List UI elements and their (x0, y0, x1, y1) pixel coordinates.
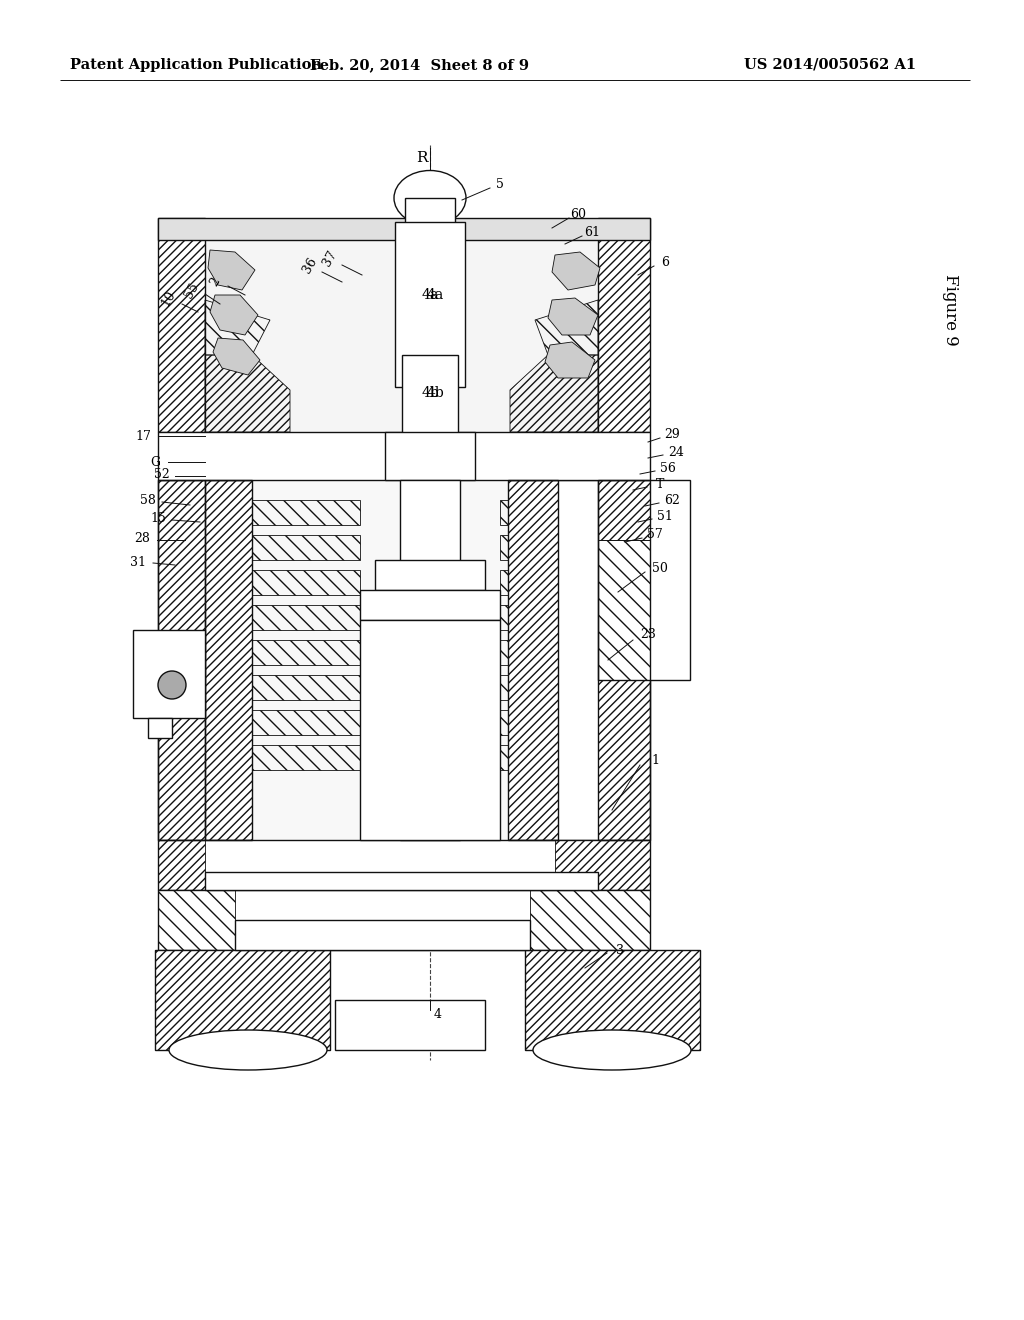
Text: 51: 51 (657, 510, 673, 523)
Text: 3: 3 (616, 944, 624, 957)
Ellipse shape (534, 1030, 691, 1071)
Text: Figure 9: Figure 9 (941, 275, 958, 346)
Polygon shape (213, 338, 260, 375)
Bar (375, 560, 485, 590)
Text: R: R (416, 150, 428, 165)
Bar (360, 620, 500, 840)
Bar (385, 432, 475, 480)
Text: 31: 31 (130, 556, 146, 569)
Bar (395, 222, 465, 387)
Polygon shape (552, 252, 600, 290)
Bar (400, 480, 460, 840)
Bar (158, 480, 205, 840)
Text: 4a: 4a (421, 288, 438, 302)
Bar (158, 840, 650, 890)
Bar (205, 873, 598, 890)
Text: 4b: 4b (421, 385, 439, 400)
Text: 60: 60 (570, 209, 586, 222)
Text: 10: 10 (159, 288, 177, 308)
Polygon shape (548, 298, 598, 335)
Text: 2: 2 (208, 276, 222, 289)
Text: 55: 55 (182, 280, 202, 300)
Text: 4b: 4b (426, 385, 443, 400)
Bar (335, 1001, 485, 1049)
Text: Patent Application Publication: Patent Application Publication (70, 58, 322, 73)
Ellipse shape (394, 170, 466, 226)
Bar (402, 355, 458, 436)
Text: 58: 58 (140, 494, 156, 507)
Text: 6: 6 (662, 256, 669, 268)
Text: 57: 57 (647, 528, 663, 541)
Text: 62: 62 (664, 494, 680, 507)
Bar (525, 950, 700, 1049)
Bar (155, 950, 330, 1049)
Bar (360, 590, 500, 620)
Text: T: T (655, 478, 665, 491)
Text: 28: 28 (134, 532, 150, 544)
Text: 4: 4 (434, 1008, 442, 1022)
Bar (252, 480, 508, 840)
Ellipse shape (158, 671, 186, 700)
Bar (205, 480, 252, 840)
Bar (158, 480, 650, 840)
Ellipse shape (169, 1030, 327, 1071)
Text: 56: 56 (660, 462, 676, 474)
Bar (406, 198, 455, 228)
Bar (598, 480, 650, 840)
Bar (234, 920, 530, 950)
Text: 23: 23 (640, 628, 656, 642)
Polygon shape (208, 249, 255, 290)
Text: 52: 52 (155, 469, 170, 482)
Bar (158, 218, 205, 432)
Bar (205, 240, 598, 432)
Polygon shape (210, 294, 258, 335)
Bar (598, 480, 690, 680)
Bar (133, 630, 205, 718)
Text: 37: 37 (321, 248, 340, 268)
Bar (158, 218, 650, 240)
Text: 15: 15 (151, 511, 166, 524)
Text: 36: 36 (300, 255, 319, 275)
Text: G: G (150, 455, 160, 469)
Bar (598, 218, 650, 432)
Text: 24: 24 (668, 446, 684, 458)
Text: Feb. 20, 2014  Sheet 8 of 9: Feb. 20, 2014 Sheet 8 of 9 (310, 58, 529, 73)
Text: 17: 17 (135, 429, 151, 442)
Polygon shape (545, 342, 595, 378)
Text: 4a: 4a (426, 288, 443, 302)
Bar (158, 432, 650, 480)
Bar (148, 718, 172, 738)
Text: 61: 61 (584, 226, 600, 239)
Text: 50: 50 (652, 561, 668, 574)
Bar (508, 480, 558, 840)
Text: US 2014/0050562 A1: US 2014/0050562 A1 (744, 58, 916, 73)
Text: 5: 5 (496, 178, 504, 191)
Bar (158, 890, 650, 950)
Text: 29: 29 (665, 429, 680, 441)
Text: 1: 1 (651, 754, 659, 767)
